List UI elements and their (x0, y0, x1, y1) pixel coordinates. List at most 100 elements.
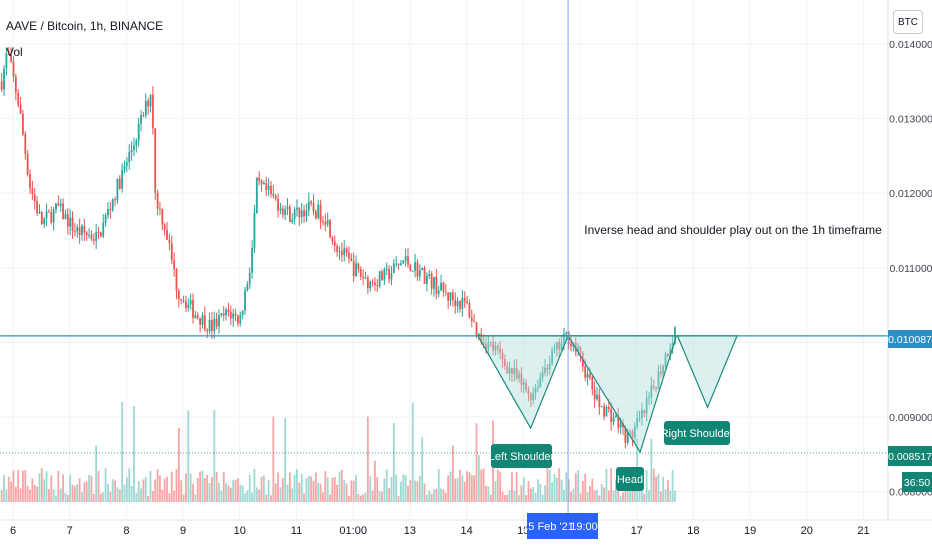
volume-bar (303, 493, 305, 502)
candle-body (563, 333, 565, 343)
volume-bar (470, 475, 473, 502)
candle-body (574, 342, 577, 352)
volume-bar (288, 472, 291, 502)
volume-bar (659, 491, 662, 502)
volume-bar (558, 468, 561, 502)
candle-body (435, 276, 438, 294)
volume-bar (73, 486, 76, 502)
right-shoulder-label[interactable]: Right Shoulder (661, 421, 734, 445)
candle-body (147, 100, 150, 107)
candle-body (362, 276, 365, 278)
volume-bar (55, 495, 57, 502)
candle-body (29, 174, 31, 189)
candle-body (463, 297, 466, 302)
candle-body (137, 123, 140, 141)
candle-body (338, 251, 341, 253)
volume-bar (182, 494, 185, 502)
volume-bar (501, 491, 504, 502)
candle-body (494, 346, 497, 351)
volume-bar (428, 490, 431, 502)
volume-indicator-label[interactable]: Vol (6, 45, 23, 59)
right-shoulder-triangle[interactable] (676, 335, 738, 409)
price-axis[interactable]: 0.0140000.0130000.0120000.0110000.010000… (889, 39, 932, 499)
volume-bar (81, 492, 83, 502)
volume-bar (310, 476, 313, 502)
candle-body (378, 271, 381, 287)
time-axis[interactable]: 6 7 8 9 10 11 01:00 13 14 15 17 18 19 20 21 (10, 525, 870, 537)
volume-bar (168, 493, 171, 502)
time-tick-label: 18 (687, 525, 699, 537)
candle-body (140, 115, 142, 124)
candle-body (485, 344, 487, 350)
time-tick-label: 8 (123, 525, 129, 537)
candle-body (241, 310, 244, 316)
candle-body (288, 206, 291, 222)
volume-bar (189, 473, 192, 502)
volume-bar (317, 482, 320, 502)
candle-body (163, 224, 166, 230)
candle-body (600, 406, 603, 408)
candle-body (638, 417, 641, 419)
volume-bar (388, 488, 391, 502)
volume-bar (461, 475, 464, 502)
volume-bar (503, 495, 506, 502)
candle-body (270, 185, 272, 194)
volume-bar (572, 488, 575, 502)
candle-body (22, 113, 24, 135)
volume-bar (284, 417, 287, 502)
volume-bar (511, 472, 513, 502)
volume-bar (451, 445, 454, 502)
candle-body (229, 311, 232, 319)
volume-bar (78, 478, 81, 502)
candle-body (293, 209, 296, 220)
candle-body (404, 256, 407, 261)
volume-bar (225, 483, 227, 502)
volume-bar (161, 489, 164, 502)
volume-bar (185, 473, 187, 502)
candle-body (203, 315, 206, 330)
volume-bar (534, 492, 537, 502)
head-triangle[interactable] (567, 335, 678, 454)
candle-body (501, 352, 504, 360)
candle-body (397, 263, 400, 265)
candle-body (612, 417, 615, 422)
volume-bar (57, 470, 60, 502)
volume-bar (43, 479, 46, 502)
candle-body (400, 263, 402, 265)
candle-body (551, 350, 554, 364)
symbol-title[interactable]: AAVE / Bitcoin, 1h, BINANCE (6, 19, 164, 33)
head-label-text: Head (617, 474, 643, 486)
candle-body (558, 342, 561, 350)
head-label[interactable]: Head (616, 467, 644, 491)
currency-button[interactable]: BTC (893, 10, 923, 34)
volume-bar (629, 484, 631, 502)
volume-bar (66, 494, 69, 502)
candle-body (246, 283, 249, 291)
candle-body (664, 354, 667, 367)
volume-bar (262, 475, 265, 502)
left-shoulder-triangle[interactable] (476, 335, 569, 430)
volume-bar (298, 482, 301, 502)
candle-body (59, 203, 62, 206)
volume-bar (76, 484, 79, 502)
volume-bar (192, 483, 194, 502)
candle-body (90, 234, 93, 240)
volume-bar (551, 482, 554, 502)
candle-body (286, 206, 289, 210)
candle-body (631, 431, 634, 438)
volume-bar (128, 468, 131, 502)
neckline-price-label: 0.010087 (888, 330, 932, 348)
candle-body (114, 199, 116, 201)
candle-body (17, 92, 20, 105)
candle-body (168, 239, 171, 244)
volume-bar (605, 468, 608, 502)
left-shoulder-label[interactable]: Left Shoulder (489, 444, 555, 468)
candle-body (636, 418, 639, 428)
candle-body (227, 309, 230, 312)
candle-body (607, 406, 610, 410)
volume-bar (463, 481, 466, 502)
price-tick-label: 0.014000 (889, 39, 932, 51)
volume-bar (140, 488, 142, 502)
candle-body (305, 210, 308, 217)
